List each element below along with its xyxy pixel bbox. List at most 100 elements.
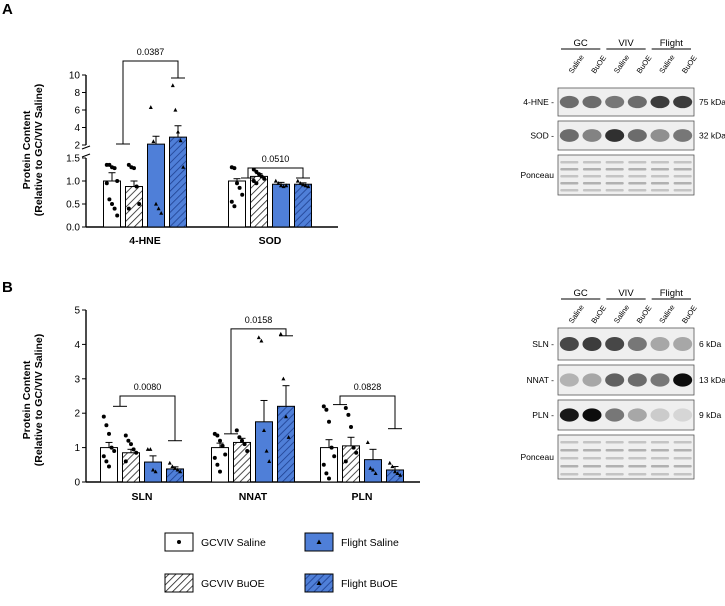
point-b-sln-1-5 [123, 459, 128, 464]
blot-b-band [673, 441, 692, 444]
blot-b-band [627, 336, 647, 352]
point-b-sln-2-2 [151, 467, 155, 472]
point-b-pln-3-1 [390, 464, 395, 469]
point-b-nnat-3-1 [281, 376, 286, 381]
blot-a-band [559, 95, 579, 109]
point-a-4hne-0-7 [110, 202, 114, 206]
blot-b-band [605, 473, 624, 476]
point-b-nnat-1-2 [240, 438, 244, 443]
panel-b-sig-pln-bracket [339, 395, 396, 429]
point-a-sod-3-2 [301, 182, 305, 187]
point-a-4hne-0-8 [112, 206, 117, 211]
blot-a-band [605, 175, 624, 178]
point-b-nnat-0-5 [212, 455, 217, 460]
bar-b-sln-2 [144, 461, 162, 483]
panel-a-xtick-a-sod: SOD [259, 235, 282, 247]
point-a-sod-2-4 [284, 183, 289, 188]
point-b-nnat-2-3 [264, 448, 269, 453]
point-b-sln-3-3 [175, 467, 180, 472]
blot-b-kda-label: 9 kDa [699, 410, 721, 420]
point-b-sln-0-1 [104, 423, 109, 428]
blot-b-band [650, 373, 670, 387]
blot-a-band [628, 189, 647, 192]
point-a-sod-1-1 [254, 169, 259, 174]
blot-a-row-label: SOD - [530, 131, 554, 141]
point-b-pln-0-1 [324, 407, 329, 412]
point-a-sod-2-2 [279, 183, 283, 188]
blot-b-band [560, 473, 579, 476]
point-b-pln-0-7 [327, 476, 331, 481]
point-a-sod-1-3 [259, 174, 264, 179]
blot-b-band [628, 457, 647, 460]
bar-b-nnat-1 [233, 441, 251, 483]
blot-b-band [605, 465, 624, 468]
blot-b-band [673, 336, 693, 352]
legend-swatch-2 [164, 573, 194, 593]
point-b-pln-0-2 [327, 419, 331, 424]
panel-b-ylabel-line-1: (Relative to GC/VIV Saline) [33, 334, 45, 466]
point-b-nnat-3-3 [286, 435, 291, 439]
blot-a-band [605, 168, 624, 171]
point-a-sod-0-1 [232, 166, 237, 171]
point-b-pln-0-3 [329, 445, 334, 450]
point-b-nnat-2-2 [262, 428, 266, 432]
bar-a-sod-2 [272, 183, 290, 228]
blot-a-band [628, 182, 647, 185]
blot-a-band [628, 168, 647, 171]
blot-a-band [673, 129, 693, 142]
point-a-sod-0-5 [229, 199, 234, 204]
panel-a-ytick-label: 1.0 [66, 177, 80, 188]
point-a-sod-3-0 [295, 178, 300, 183]
blot-b-band [582, 441, 602, 444]
blot-b-lane-label: BuOE [589, 304, 608, 326]
blot-b-membrane [557, 434, 695, 480]
panel-b-ytick-label: 4 [74, 340, 80, 351]
point-b-nnat-0-2 [218, 438, 222, 443]
point-b-sln-1-4 [134, 450, 139, 455]
blot-b-band [650, 449, 670, 452]
blot-a-band [560, 168, 579, 171]
panel-a-ytick-label: 2 [74, 141, 80, 152]
blot-a-membrane [557, 154, 695, 196]
blot-a-band [650, 189, 670, 192]
point-b-pln-2-0 [365, 440, 370, 445]
point-b-pln-1-4 [354, 450, 359, 455]
panel-b-ytick-label: 1 [74, 443, 80, 454]
blot-a-band [582, 175, 602, 178]
point-b-pln-1-1 [346, 412, 351, 417]
point-b-pln-0-5 [321, 462, 326, 467]
point-b-sln-0-3 [109, 445, 114, 450]
panel-a-ylabel-line-1: (Relative to GC/VIV Saline) [33, 84, 45, 216]
blot-b-lane-label: Saline [657, 303, 676, 325]
blot-a-membrane [557, 87, 695, 117]
blot-b-lane-label: BuOE [680, 304, 699, 326]
point-b-nnat-1-0 [234, 428, 239, 433]
legend-marker-1 [316, 539, 322, 544]
point-a-sod-0-6 [232, 204, 237, 209]
point-b-nnat-0-7 [218, 469, 222, 474]
point-a-sod-3-3 [303, 183, 308, 188]
blot-a-lane-label: BuOE [635, 54, 654, 76]
point-a-4hne-1-3 [134, 184, 139, 189]
point-a-4hne-1-2 [132, 166, 136, 171]
point-a-sod-0-2 [235, 181, 239, 186]
blot-b-band [582, 408, 602, 422]
point-b-sln-3-1 [170, 464, 175, 469]
blot-b-group-label: VIV [618, 288, 634, 299]
blot-b-band [673, 408, 693, 422]
blot-b-band [650, 457, 670, 460]
chart-panel-b: Protein Content(Relative to GC/VIV Salin… [21, 306, 420, 503]
point-a-4hne-0-5 [104, 181, 109, 186]
blot-b-band [582, 465, 602, 468]
blot-b-band [560, 457, 579, 460]
point-b-pln-2-3 [373, 471, 378, 475]
point-a-sod-0-4 [240, 192, 245, 197]
point-b-pln-1-3 [351, 445, 356, 450]
blot-b-band [605, 457, 624, 460]
panel-b-sig-nnat-bracket [230, 328, 287, 434]
blot-a-band [605, 129, 625, 142]
panel-b-ytick-label: 3 [74, 374, 80, 385]
legend-label-3: Flight BuOE [341, 578, 398, 590]
blot-b-kda-label: 13 kDa [699, 375, 725, 385]
panel-a-ytick-label: 8 [74, 88, 80, 99]
